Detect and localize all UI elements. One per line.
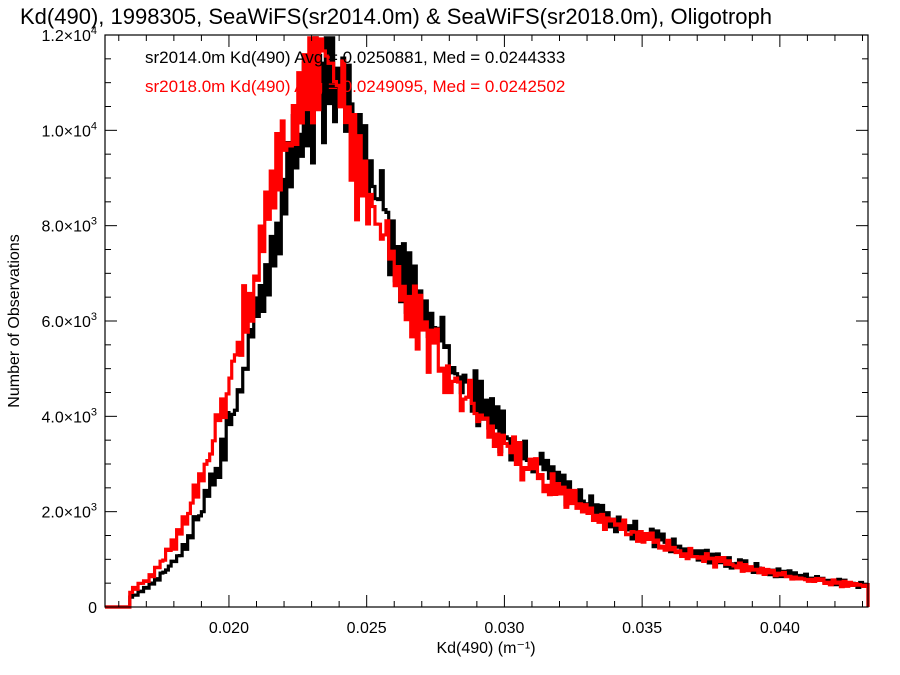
x-tick-label: 0.040 bbox=[760, 620, 800, 637]
legend-sr2014-stats: sr2014.0m Kd(490) Avg = 0.0250881, Med =… bbox=[145, 48, 565, 67]
y-axis-label: Number of Observations bbox=[6, 234, 23, 407]
y-tick-label: 8.0×103 bbox=[41, 216, 97, 236]
legend-sr2018-stats: sr2018.0m Kd(490) Avg = 0.0249095, Med =… bbox=[145, 77, 565, 96]
x-tick-label: 0.030 bbox=[484, 620, 524, 637]
x-axis-ticks: 0.020 0.025 0.030 0.035 0.040 bbox=[118, 35, 863, 637]
histogram-line-sr2014.0m bbox=[105, 36, 870, 609]
histogram-series-sr2014.0m bbox=[105, 36, 870, 609]
y-tick-label: 4.0×103 bbox=[41, 406, 97, 426]
x-tick-label: 0.035 bbox=[622, 620, 662, 637]
y-tick-label: 2.0×103 bbox=[41, 502, 97, 522]
plot-frame bbox=[104, 34, 869, 608]
x-tick-label: 0.020 bbox=[209, 620, 249, 637]
histogram-series-sr2018.0m bbox=[105, 36, 870, 609]
y-tick-label: 0 bbox=[88, 600, 97, 617]
chart-title: Kd(490), 1998305, SeaWiFS(sr2014.0m) & S… bbox=[20, 4, 772, 29]
x-tick-label: 0.025 bbox=[347, 620, 387, 637]
y-tick-label: 1.0×104 bbox=[41, 120, 97, 140]
x-axis-label: Kd(490) (m⁻¹) bbox=[436, 640, 535, 657]
y-tick-label: 6.0×103 bbox=[41, 311, 97, 331]
histogram-series-layer bbox=[105, 36, 870, 609]
histogram-line-sr2018.0m bbox=[105, 36, 870, 609]
y-tick-label: 1.2×104 bbox=[41, 25, 97, 45]
y-axis-ticks: 0 2.0×103 4.0×103 6.0×103 8.0×103 1.0×104 1.2×… bbox=[41, 25, 868, 617]
